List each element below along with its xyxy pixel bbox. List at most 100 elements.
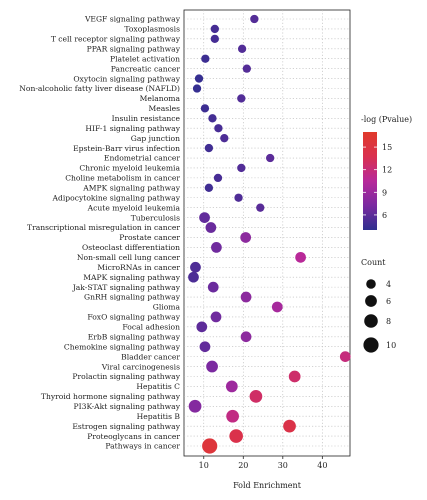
data-point — [201, 54, 210, 63]
category-label: Oxytocin signaling pathway — [73, 74, 180, 83]
x-tick-label: 30 — [278, 461, 288, 470]
category-label: Glioma — [153, 303, 181, 312]
size-legend-circle — [366, 279, 376, 289]
color-tick-label: 15 — [382, 143, 392, 152]
category-label: Insulin resistance — [112, 114, 181, 123]
category-label: VEGF signaling pathway — [84, 15, 181, 24]
category-label: ErbB signaling pathway — [88, 332, 181, 341]
category-label: Epstein-Barr virus infection — [73, 144, 180, 153]
category-label: MAPK signaling pathway — [83, 273, 180, 282]
data-point — [220, 134, 229, 143]
category-label: Estrogen signaling pathway — [72, 422, 180, 431]
category-label: Platelet activation — [110, 54, 180, 63]
data-points — [188, 14, 351, 454]
data-point — [234, 193, 243, 202]
category-label: Adipocytokine signaling pathway — [52, 193, 181, 202]
data-point — [188, 271, 199, 283]
data-point — [200, 104, 210, 113]
data-point — [204, 183, 214, 192]
data-point — [271, 301, 283, 313]
data-point — [295, 251, 306, 263]
category-label: Prostate cancer — [119, 233, 180, 242]
category-label: AMPK signaling pathway — [82, 184, 180, 193]
size-legend-title: Count — [361, 258, 386, 267]
category-label: Prolactin signaling pathway — [72, 372, 180, 381]
data-point — [199, 212, 210, 223]
category-label: Hepatitis C — [136, 382, 180, 391]
category-label: Non-alcoholic fatty liver disease (NAFLD… — [19, 84, 180, 93]
category-label: Toxoplasmosis — [124, 25, 180, 34]
data-point — [210, 24, 219, 34]
category-label: PPAR signaling pathway — [87, 44, 181, 53]
category-label: Hepatitis B — [137, 412, 181, 421]
category-label: GnRH signaling pathway — [84, 293, 181, 302]
size-legend-label: 8 — [386, 317, 391, 326]
size-legend-circle — [365, 295, 377, 307]
data-point — [208, 114, 217, 123]
x-tick-label: 40 — [317, 461, 327, 470]
x-axis-title: Fold Enrichment — [233, 481, 302, 490]
data-point — [205, 222, 217, 233]
data-point — [211, 242, 222, 253]
data-point — [204, 143, 214, 153]
data-point — [188, 399, 202, 413]
data-point — [194, 74, 204, 83]
size-legend-label: 4 — [386, 280, 391, 289]
color-legend: -log (Pvalue) 6 9 12 15 — [361, 115, 412, 230]
color-tick-label: 9 — [382, 188, 387, 197]
data-point — [242, 64, 251, 73]
category-label: FoxO signaling pathway — [87, 313, 180, 322]
data-point — [249, 389, 263, 403]
category-label: Tuberculosis — [131, 213, 180, 222]
size-legend-circle — [364, 314, 378, 328]
data-point — [202, 438, 218, 454]
category-label: Gap junction — [131, 134, 180, 143]
data-point — [240, 291, 252, 303]
category-label: Proteoglycans in cancer — [87, 432, 180, 441]
size-legend: Count 4 6 8 10 — [361, 258, 396, 353]
grid-lines — [184, 10, 350, 456]
data-point — [226, 409, 239, 423]
category-label: Thyroid hormone signaling pathway — [41, 392, 181, 401]
category-label: Jak-STAT signaling pathway — [72, 283, 181, 292]
data-point — [196, 321, 208, 333]
data-point — [237, 44, 247, 53]
category-label: Acute myeloid leukemia — [87, 203, 181, 212]
category-label: Melanoma — [140, 94, 181, 103]
data-point — [199, 341, 211, 353]
category-label: Pancreatic cancer — [111, 64, 181, 73]
category-label: Measles — [148, 104, 180, 113]
category-label: Chronic myeloid leukemia — [79, 164, 180, 173]
data-point — [214, 124, 223, 133]
category-label: Pathways in cancer — [105, 442, 180, 451]
category-label: Endometrial cancer — [104, 154, 180, 163]
category-label: Osteoclast differentiation — [82, 243, 180, 252]
color-tick-label: 6 — [382, 211, 387, 220]
data-point — [237, 94, 246, 103]
category-label: Transcriptional misregulation in cancer — [27, 223, 180, 232]
category-label: Focal adhesion — [122, 323, 180, 332]
color-bar — [363, 132, 377, 230]
color-legend-ticks: 6 9 12 15 — [363, 143, 392, 220]
data-point — [288, 370, 301, 383]
data-point — [283, 419, 296, 433]
category-label: Chemokine signaling pathway — [64, 342, 181, 351]
data-point — [207, 281, 219, 293]
data-point — [213, 173, 223, 183]
data-point — [240, 331, 252, 343]
category-label: Viral carcinogenesis — [101, 362, 180, 371]
size-legend-items: 4 6 8 10 — [363, 279, 396, 353]
data-point — [190, 261, 201, 273]
category-label: T cell receptor signaling pathway — [51, 35, 181, 44]
data-point — [240, 232, 252, 243]
category-label: HIF-1 signaling pathway — [85, 124, 180, 133]
data-point — [210, 311, 222, 323]
data-point — [256, 203, 265, 212]
x-tick-label: 10 — [199, 461, 209, 470]
data-point — [250, 14, 259, 24]
x-axis-ticks: 10 20 30 40 — [199, 456, 327, 470]
category-label: MicroRNAs in cancer — [97, 263, 180, 272]
data-point — [229, 429, 243, 443]
size-legend-label: 6 — [386, 297, 391, 306]
